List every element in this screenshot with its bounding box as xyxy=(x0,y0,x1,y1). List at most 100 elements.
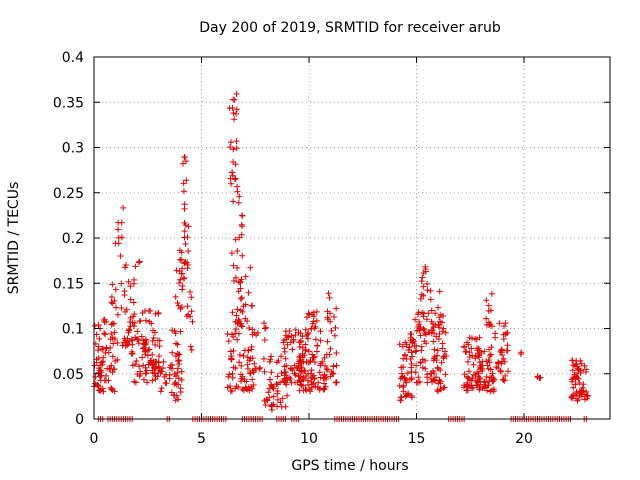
data-point xyxy=(298,368,305,375)
data-point xyxy=(108,362,115,369)
data-point xyxy=(273,380,280,387)
data-point xyxy=(245,289,252,296)
data-point xyxy=(278,369,285,376)
data-point xyxy=(235,384,242,391)
data-point xyxy=(442,348,449,355)
data-point xyxy=(399,343,406,350)
data-point xyxy=(233,274,240,281)
data-point xyxy=(148,320,155,327)
data-point xyxy=(181,228,188,235)
data-point xyxy=(288,379,295,386)
data-point xyxy=(407,356,414,363)
data-point xyxy=(108,386,115,393)
data-point xyxy=(314,384,321,391)
data-point xyxy=(419,274,426,281)
data-point xyxy=(325,290,332,297)
data-point xyxy=(234,306,241,313)
data-point xyxy=(584,393,591,400)
data-point xyxy=(118,280,125,287)
data-point xyxy=(230,146,237,153)
data-point xyxy=(497,368,504,375)
data-point xyxy=(402,377,409,384)
data-point xyxy=(311,375,318,382)
data-point xyxy=(439,328,446,335)
data-point xyxy=(236,193,243,200)
data-point xyxy=(313,348,320,355)
data-point xyxy=(486,359,493,366)
data-point xyxy=(261,337,268,344)
data-point xyxy=(227,144,234,151)
data-point xyxy=(428,307,435,314)
data-point xyxy=(248,346,255,353)
data-point xyxy=(182,240,189,247)
data-point xyxy=(468,345,475,352)
data-point xyxy=(310,372,317,379)
data-point xyxy=(462,348,469,355)
data-point xyxy=(487,307,494,314)
data-point xyxy=(292,372,299,379)
data-point xyxy=(270,393,277,400)
data-point xyxy=(147,357,154,364)
data-point xyxy=(174,365,181,372)
data-point xyxy=(578,360,585,367)
data-point xyxy=(413,342,420,349)
data-point xyxy=(172,330,179,337)
data-point xyxy=(156,337,163,344)
data-point xyxy=(498,347,505,354)
data-point xyxy=(289,366,296,373)
data-point xyxy=(435,336,442,343)
data-point xyxy=(168,389,175,396)
data-point xyxy=(246,324,253,331)
data-point xyxy=(229,172,236,179)
data-point xyxy=(187,343,194,350)
data-point xyxy=(136,363,143,370)
data-point xyxy=(466,353,473,360)
data-point xyxy=(143,370,150,377)
data-point xyxy=(288,332,295,339)
data-point xyxy=(127,283,134,290)
data-point xyxy=(121,335,128,342)
y-tick-label: 0.3 xyxy=(62,141,84,157)
data-point xyxy=(473,345,480,352)
data-point xyxy=(424,379,431,386)
data-point xyxy=(474,369,481,376)
data-point xyxy=(237,295,244,302)
data-point xyxy=(313,317,320,324)
data-point xyxy=(487,366,494,373)
data-point xyxy=(162,380,169,387)
data-point xyxy=(266,376,273,383)
data-point xyxy=(91,322,98,329)
data-point xyxy=(107,344,114,351)
data-point xyxy=(569,395,576,402)
data-point xyxy=(435,388,442,395)
data-point xyxy=(275,357,282,364)
data-point xyxy=(575,367,582,374)
data-point xyxy=(251,360,258,367)
data-point xyxy=(305,310,312,317)
data-point xyxy=(427,287,434,294)
data-point xyxy=(134,335,141,342)
data-point xyxy=(493,364,500,371)
data-point xyxy=(249,302,256,309)
data-point xyxy=(436,377,443,384)
data-point xyxy=(111,366,118,373)
data-point xyxy=(140,376,147,383)
data-point xyxy=(486,352,493,359)
data-point xyxy=(581,362,588,369)
data-point xyxy=(435,321,442,328)
data-point xyxy=(574,370,581,377)
data-point xyxy=(149,367,156,374)
data-point xyxy=(229,169,236,176)
data-point xyxy=(417,359,424,366)
data-point xyxy=(183,177,190,184)
data-point xyxy=(109,281,116,288)
data-point xyxy=(504,347,511,354)
data-point xyxy=(316,369,323,376)
data-point xyxy=(134,328,141,335)
data-point xyxy=(278,353,285,360)
data-point xyxy=(169,349,176,356)
data-point xyxy=(125,329,132,336)
data-point xyxy=(268,369,275,376)
data-point xyxy=(128,348,135,355)
data-point xyxy=(306,311,313,318)
